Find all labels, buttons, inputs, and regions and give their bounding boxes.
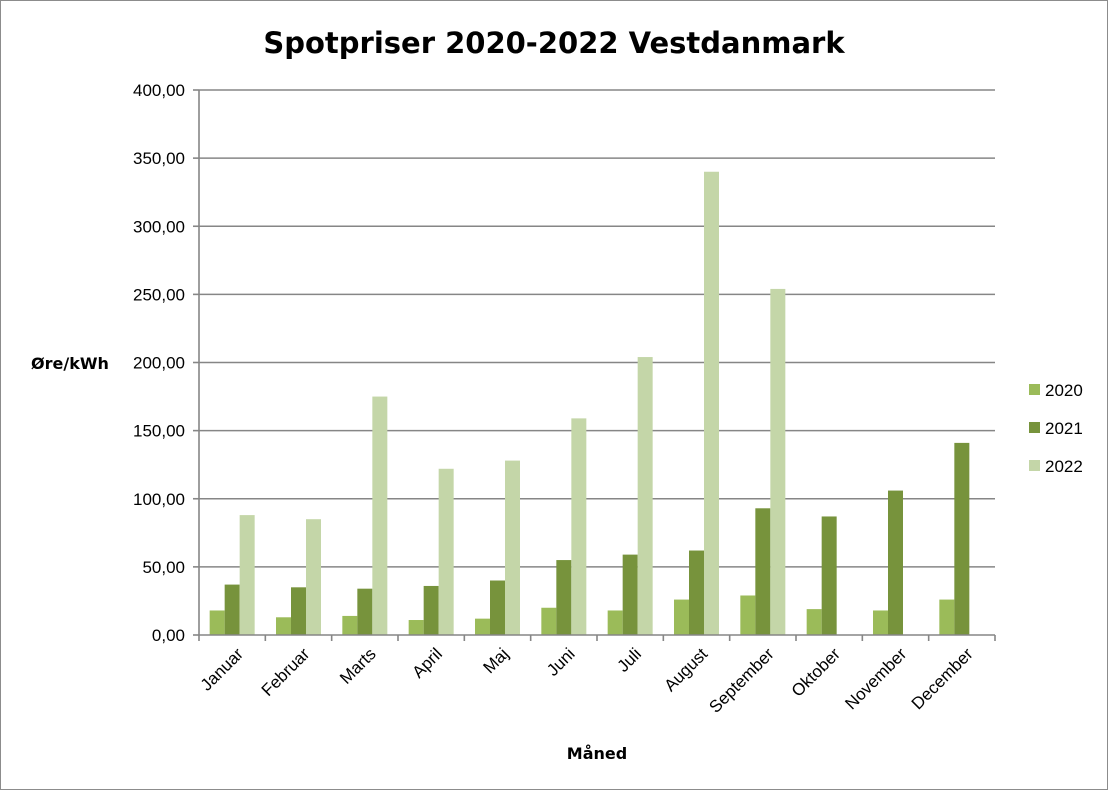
bar-2022 (239, 515, 255, 635)
legend: 2020 2021 2022 (1029, 381, 1083, 476)
x-tick-label: Januar (197, 644, 247, 694)
bar-2022 (704, 171, 719, 635)
x-tick-label: Februar (258, 644, 314, 700)
x-tick-labels: Januar Februar Marts April Maj Juni Juli August… (197, 644, 977, 716)
legend-swatch-2020 (1029, 384, 1040, 395)
bar-2021 (556, 560, 572, 635)
bar-2022 (505, 460, 520, 635)
y-tick-label: 100,00 (133, 490, 185, 509)
y-tick-label: 250,00 (133, 285, 185, 304)
bar-2020 (740, 595, 756, 635)
bar-2022 (770, 288, 786, 635)
bar-2021 (821, 516, 837, 635)
bar-2020 (276, 617, 291, 635)
bar-2021 (291, 587, 306, 635)
bars (209, 171, 970, 635)
y-tick-label: 200,00 (133, 354, 185, 373)
bar-2020 (209, 610, 225, 635)
bar-2022 (306, 519, 321, 635)
bar-2020 (939, 599, 955, 635)
y-tick-labels: 0,00 50,00 100,00 150,00 200,00 250,00 300,00 3… (133, 81, 185, 645)
bar-2020 (475, 618, 490, 635)
x-tick-label: November (841, 644, 910, 713)
axes (198, 90, 996, 641)
bar-2020 (873, 610, 888, 635)
bar-2021 (954, 442, 970, 635)
bar-2021 (357, 588, 373, 635)
bar-2022 (571, 418, 587, 635)
y-axis-label: Øre/kWh (31, 354, 109, 373)
x-tick-label: Marts (336, 644, 379, 687)
y-tick-label: 350,00 (133, 149, 185, 168)
gridlines (193, 89, 995, 636)
bar-2021 (755, 508, 771, 635)
legend-swatch-2022 (1029, 460, 1040, 471)
bar-2020 (806, 609, 822, 635)
x-tick-label: Oktober (788, 644, 844, 700)
bar-2021 (423, 585, 439, 635)
x-tick-label: Maj (480, 644, 513, 677)
bar-2022 (637, 357, 653, 635)
x-tick-label: December (908, 644, 977, 713)
x-tick-label: Juni (543, 644, 578, 679)
legend-swatch-2021 (1029, 422, 1040, 433)
bar-2022 (372, 396, 388, 635)
x-tick-label: August (660, 644, 711, 695)
bar-2021 (689, 550, 704, 635)
bar-2021 (224, 584, 240, 635)
bar-2020 (541, 607, 557, 635)
y-tick-label: 300,00 (133, 217, 185, 236)
y-tick-label: 400,00 (133, 81, 185, 100)
bar-2021 (888, 490, 903, 635)
y-tick-label: 150,00 (133, 422, 185, 441)
x-tick-label: April (409, 644, 446, 681)
bar-2022 (438, 468, 454, 635)
y-tick-label: 0,00 (152, 626, 185, 645)
x-tick-label: Juli (614, 644, 645, 675)
legend-label-2022: 2022 (1045, 457, 1083, 476)
x-axis-label: Måned (567, 744, 627, 763)
bar-2021 (622, 554, 638, 635)
legend-label-2021: 2021 (1045, 419, 1083, 438)
bar-2020 (607, 610, 623, 635)
bar-2021 (490, 580, 505, 635)
chart-title: Spotpriser 2020-2022 Vestdanmark (263, 26, 845, 60)
bar-2020 (408, 620, 424, 635)
x-tick-label: September (705, 644, 777, 716)
legend-label-2020: 2020 (1045, 381, 1083, 400)
bar-2020 (674, 599, 689, 635)
bar-2020 (342, 615, 358, 635)
y-tick-label: 50,00 (142, 558, 185, 577)
